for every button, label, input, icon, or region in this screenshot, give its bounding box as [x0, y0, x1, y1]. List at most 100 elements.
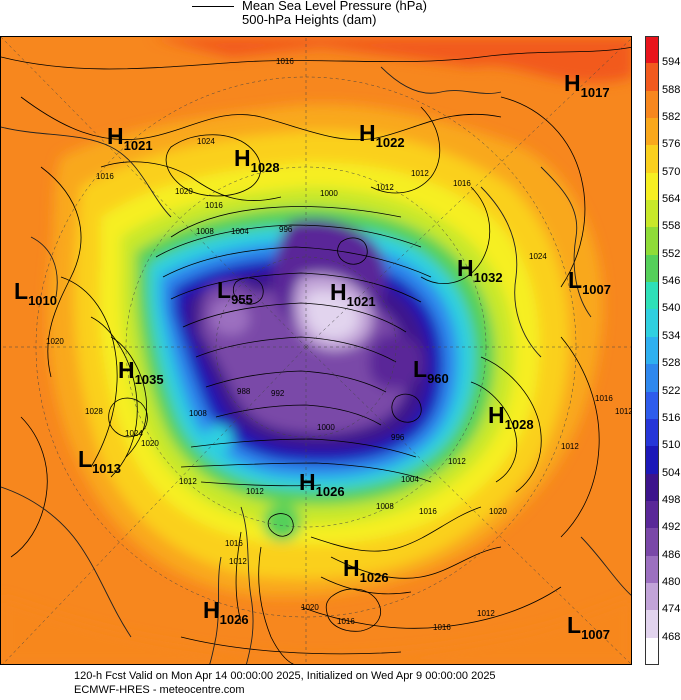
- isobar-label: 1028: [85, 407, 103, 416]
- isobar-label: 1020: [489, 507, 507, 516]
- colorbar-swatch: [645, 610, 659, 639]
- pressure-center-h-1028-north: H1028: [234, 145, 280, 175]
- isobar-label: 1012: [229, 557, 247, 566]
- isobar-label: 1012: [448, 457, 466, 466]
- isobar-label: 1016: [595, 394, 613, 403]
- isobar-label: 1012: [615, 407, 632, 416]
- colorbar-tick-label: 540: [662, 302, 681, 315]
- pressure-center-l-1007-east: L1007: [568, 267, 611, 297]
- pressure-center-h-1026-pacific: H1026: [299, 469, 345, 499]
- colorbar-tick-label: 498: [662, 493, 681, 506]
- map-legend: Mean Sea Level Pressure (hPa) 500-hPa He…: [0, 0, 681, 36]
- isobar-label: 1012: [411, 169, 429, 178]
- pressure-center-h-1028-east: H1028: [488, 402, 534, 432]
- colorbar-swatch: [645, 227, 659, 256]
- colorbar-tick-label: 486: [662, 548, 681, 561]
- pressure-center-l-1007-southeast: L1007: [567, 612, 610, 642]
- pressure-center-l-1013: L1013: [78, 446, 121, 476]
- isobar-label: 1016: [419, 507, 437, 516]
- pressure-center-h-1021: H1021: [107, 123, 153, 153]
- colorbar-swatch: [645, 118, 659, 146]
- coastlines: [1, 66, 631, 664]
- pressure-center-h-1026-southwest: H1026: [203, 597, 249, 627]
- colorbar-tick-label: 546: [662, 275, 681, 288]
- isobar-label: 1016: [337, 617, 355, 626]
- isobar-label: 1008: [376, 502, 394, 511]
- colorbar-tick-label: 558: [662, 220, 681, 233]
- pressure-center-h-1035: H1035: [118, 357, 164, 387]
- colorbar-swatch: [645, 254, 659, 283]
- mslp-isobars: [1, 46, 631, 664]
- isobar-label: 1020: [46, 337, 64, 346]
- colorbar-tick-label: 528: [662, 357, 681, 370]
- colorbar-tick-label: 474: [662, 603, 681, 616]
- isobar-label: 1024: [197, 137, 215, 146]
- pressure-center-h-1032: H1032: [457, 255, 503, 285]
- isobar-label: 1012: [561, 442, 579, 451]
- isobar-label: 1016: [225, 539, 243, 548]
- colorbar-swatch: [645, 528, 659, 557]
- colorbar-swatch: [645, 418, 659, 447]
- colorbar-tick-label: 552: [662, 247, 681, 260]
- colorbar-swatch: [645, 391, 659, 420]
- isobar-label: 1012: [246, 487, 264, 496]
- pressure-center-h-1017: H1017: [564, 70, 610, 100]
- isobar-label: 1024: [125, 429, 143, 438]
- isobar-label: 1008: [189, 409, 207, 418]
- colorbar-tick-label: 570: [662, 165, 681, 178]
- colorbar-tick-label: 522: [662, 384, 681, 397]
- pressure-center-h-1026-south: H1026: [343, 555, 389, 585]
- colorbar-swatch: [645, 36, 659, 64]
- latitude-longitude-grid: [1, 37, 631, 664]
- pressure-center-h-1022: H1022: [359, 120, 405, 150]
- colorbar-swatch: [645, 172, 659, 201]
- isobar-label: 1012: [376, 183, 394, 192]
- isobar-label: 1016: [276, 57, 294, 66]
- pressure-center-l-955: L955: [217, 277, 253, 307]
- colorbar-swatch: [645, 309, 659, 338]
- colorbar-tick-label: 534: [662, 329, 681, 342]
- colorbar-swatch: [645, 336, 659, 365]
- isobar-label: 1004: [231, 227, 249, 236]
- isobar-label: 1024: [529, 252, 547, 261]
- map-canvas: [1, 37, 631, 664]
- colorbar-swatch: [645, 500, 659, 529]
- colorbar-swatch: [645, 63, 659, 92]
- isobar-label: 1016: [433, 623, 451, 632]
- colorbar-tick-label: 480: [662, 575, 681, 588]
- isobar-label: 996: [279, 225, 293, 234]
- isobar-label: 1000: [320, 189, 338, 198]
- isobar-label: 996: [391, 433, 405, 442]
- isobar-label: 1016: [453, 179, 471, 188]
- pressure-center-h-1021-pole: H1021: [330, 279, 376, 309]
- weather-map: H1017 H1021 H1022 H1028 H1032 L1007 L101…: [0, 36, 632, 665]
- isobar-label: 1020: [175, 187, 193, 196]
- isobar-label: 1004: [401, 475, 419, 484]
- colorbar-tick-label: 504: [662, 466, 681, 479]
- legend-mslp-label: Mean Sea Level Pressure (hPa): [242, 0, 427, 13]
- colorbar-swatch: [645, 473, 659, 502]
- colorbar-tick-label: 492: [662, 521, 681, 534]
- colorbar-tick-label: 588: [662, 83, 681, 96]
- colorbar-tick-label: 576: [662, 138, 681, 151]
- isobar-label: 1012: [179, 477, 197, 486]
- isobar-label: 1012: [477, 609, 495, 618]
- colorbar-swatch: [645, 200, 659, 228]
- colorbar-swatch: [645, 582, 659, 611]
- isobar-label: 1020: [141, 439, 159, 448]
- isobar-label: 1000: [317, 423, 335, 432]
- colorbar-tick-label: 468: [662, 630, 681, 643]
- isobar-label: 992: [271, 389, 285, 398]
- isobar-label: 1016: [96, 172, 114, 181]
- colorbar-swatch: [645, 446, 659, 475]
- colorbar-tick-label: 594: [662, 56, 681, 69]
- colorbar-swatch: [645, 364, 659, 393]
- isobar-label: 1016: [205, 201, 223, 210]
- legend-heights-label: 500-hPa Heights (dam): [242, 12, 377, 27]
- mslp-line-swatch: [192, 6, 234, 7]
- colorbar-tick-label: 510: [662, 439, 681, 452]
- model-source-credit: ECMWF-HRES - meteocentre.com: [74, 684, 245, 696]
- colorbar-swatch: [645, 555, 659, 584]
- colorbar-tick-label: 564: [662, 193, 681, 206]
- forecast-valid-info: 120-h Fcst Valid on Mon Apr 14 00:00:00 …: [74, 670, 496, 682]
